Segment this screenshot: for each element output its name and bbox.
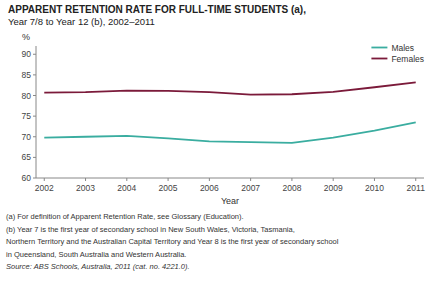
x-tick [44, 178, 45, 181]
footnote: (a) For definition of Apparent Retention… [6, 212, 244, 221]
x-axis-label: Year [221, 196, 239, 206]
footnote: in Queensland, South Australia and Weste… [6, 250, 186, 259]
x-tick-label: 2005 [159, 183, 178, 193]
x-tick [209, 178, 210, 181]
y-tick [33, 74, 36, 75]
x-tick-label: 2009 [324, 183, 343, 193]
x-tick-label: 2002 [35, 183, 54, 193]
y-tick [33, 95, 36, 96]
legend-swatch [371, 58, 387, 60]
x-tick-label: 2011 [407, 183, 426, 193]
y-tick [33, 116, 36, 117]
y-tick-label: 90 [22, 49, 32, 59]
legend-swatch [371, 47, 387, 49]
x-tick-label: 2003 [76, 183, 95, 193]
series-line [44, 122, 415, 143]
legend-label: Females [391, 54, 424, 64]
x-tick [168, 178, 169, 181]
x-tick [291, 178, 292, 181]
legend: MalesFemales [371, 43, 424, 64]
y-tick [33, 136, 36, 137]
y-tick-label: 80 [22, 91, 32, 101]
y-tick-label: 85 [22, 70, 32, 80]
x-axis-line [36, 178, 424, 179]
y-tick-label: 60 [22, 173, 32, 183]
footnote: Northern Territory and the Australian Ca… [6, 237, 339, 246]
x-tick-label: 2004 [117, 183, 136, 193]
subtitle: Year 7/8 to Year 12 (b), 2002–2011 [8, 16, 155, 27]
x-tick [333, 178, 334, 181]
legend-label: Males [391, 43, 414, 53]
footnote: (b) Year 7 is the first year of secondar… [6, 225, 295, 234]
y-axis-label: % [22, 32, 30, 42]
y-tick [33, 157, 36, 158]
plot-marks [44, 82, 415, 143]
y-tick [33, 54, 36, 55]
y-tick-label: 65 [22, 152, 32, 162]
chart: APPARENT RETENTION RATE FOR FULL-TIME ST… [0, 0, 434, 283]
y-tick-label: 70 [22, 132, 32, 142]
x-tick-label: 2008 [282, 183, 301, 193]
y-axis-line [36, 46, 37, 178]
title: APPARENT RETENTION RATE FOR FULL-TIME ST… [8, 4, 306, 15]
series-line [44, 82, 415, 94]
x-tick [250, 178, 251, 181]
y-tick [33, 178, 36, 179]
x-tick [415, 178, 416, 181]
x-tick-label: 2007 [241, 183, 260, 193]
x-tick [126, 178, 127, 181]
x-tick [374, 178, 375, 181]
x-tick-label: 2006 [200, 183, 219, 193]
footnote: Source: ABS Schools, Australia, 2011 (ca… [6, 262, 190, 271]
x-tick [85, 178, 86, 181]
x-tick-label: 2010 [365, 183, 384, 193]
y-tick-label: 75 [22, 111, 32, 121]
